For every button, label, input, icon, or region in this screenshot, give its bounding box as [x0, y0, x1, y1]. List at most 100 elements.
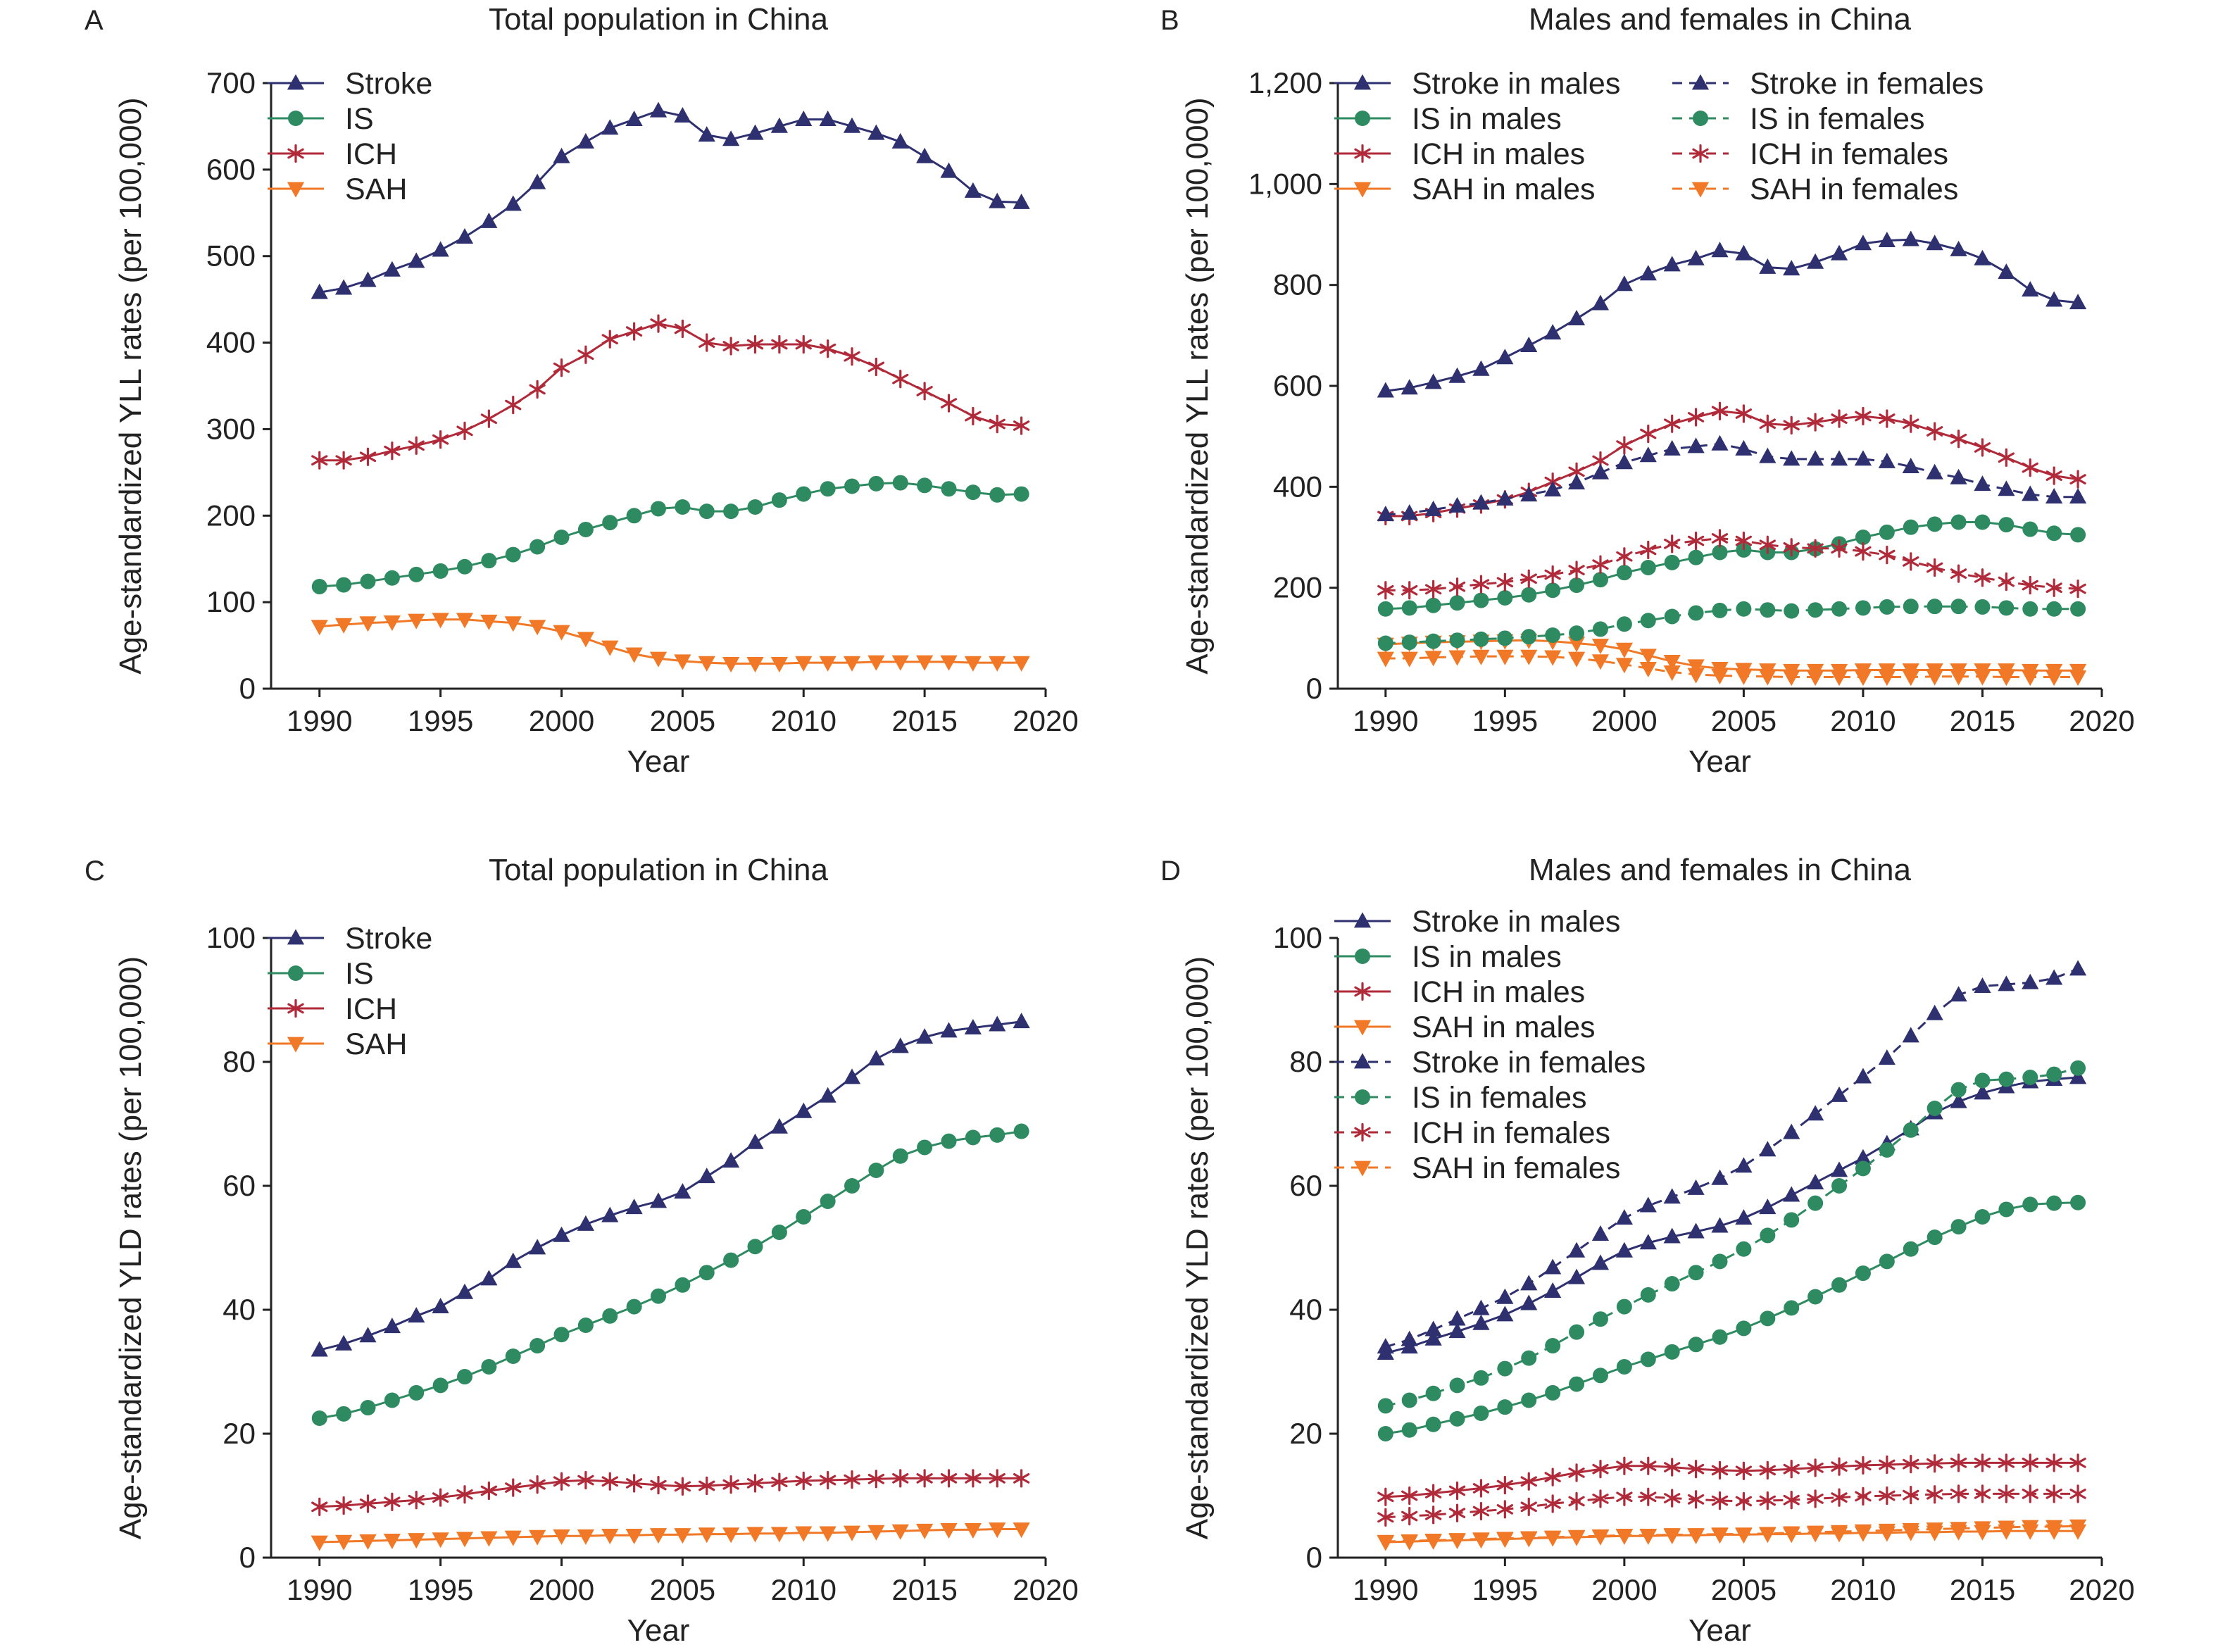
data-point — [1448, 1322, 1466, 1339]
data-point — [505, 546, 521, 563]
data-point — [481, 553, 497, 569]
data-point — [2069, 670, 2087, 687]
legend-entry-sah: SAH — [268, 173, 407, 206]
data-point — [1759, 1199, 1777, 1215]
x-tick-label: 2020 — [1013, 1573, 1078, 1606]
legend-label: SAH in females — [1412, 1151, 1620, 1185]
series-sah-in-females — [1377, 649, 2087, 687]
data-point — [1664, 414, 1681, 433]
data-point — [1831, 1277, 1848, 1293]
legend-swatch-marker — [287, 144, 304, 163]
data-point — [674, 1477, 691, 1496]
data-point — [1639, 1528, 1657, 1544]
x-tick-label: 2010 — [1830, 1573, 1896, 1606]
data-point — [1425, 633, 1441, 649]
data-point — [1688, 605, 1704, 621]
data-point — [1401, 379, 1418, 395]
data-point — [1567, 1241, 1586, 1258]
data-point — [1013, 1123, 1029, 1139]
data-point — [867, 655, 885, 671]
data-point — [1903, 1454, 1919, 1474]
data-point — [770, 1527, 788, 1543]
data-point — [1854, 1149, 1872, 1165]
data-point — [2022, 485, 2039, 501]
legend-entry-is-in-females: IS in females — [1672, 102, 1925, 136]
data-point — [625, 1474, 643, 1493]
data-point — [1377, 506, 1394, 522]
y-tick-label: 0 — [1306, 1541, 1322, 1574]
data-point — [1496, 1306, 1514, 1322]
data-point — [2045, 969, 2063, 985]
data-point — [1591, 1529, 1610, 1545]
data-point — [1950, 1092, 1967, 1108]
data-point — [504, 195, 522, 211]
data-point — [1567, 310, 1586, 326]
data-point — [746, 1527, 764, 1543]
y-tick-label: 20 — [1289, 1417, 1322, 1450]
data-point — [1926, 463, 1943, 480]
legend-label: IS in males — [1412, 102, 1562, 136]
data-point — [1879, 1455, 1896, 1475]
data-point — [1448, 577, 1466, 596]
legend-entry-is-in-females: IS in females — [1334, 1081, 1587, 1115]
data-point — [480, 1270, 498, 1286]
data-point — [1401, 1486, 1418, 1506]
data-point — [1497, 1360, 1513, 1377]
data-point — [1520, 1472, 1537, 1491]
data-point — [965, 1130, 981, 1146]
data-point — [1974, 1484, 1991, 1503]
data-point — [1735, 531, 1753, 551]
data-point — [1377, 635, 1393, 651]
x-tick-label: 1995 — [1472, 1573, 1538, 1606]
data-point — [2022, 575, 2038, 595]
data-point — [1401, 600, 1417, 616]
data-point — [1712, 1329, 1728, 1345]
data-point — [1759, 535, 1776, 554]
data-point — [1401, 1330, 1418, 1346]
data-point — [1569, 625, 1585, 642]
x-tick-label: 2015 — [891, 704, 957, 737]
legend-entry-stroke: Stroke — [268, 67, 432, 101]
data-point — [1448, 1503, 1466, 1522]
data-point — [1807, 1489, 1824, 1508]
legend-label: SAH in males — [1412, 1010, 1595, 1044]
x-axis-title: Year — [627, 744, 690, 779]
data-point — [311, 451, 328, 470]
chart-panel-d: D Males and females in China 0 20 40 60 80 100 1… — [1160, 853, 2135, 1648]
data-point — [1401, 651, 1418, 668]
data-point — [1807, 670, 1824, 687]
y-tick-label: 1,000 — [1248, 167, 1322, 200]
data-point — [1472, 1314, 1490, 1330]
data-point — [1830, 670, 1848, 687]
data-point — [722, 130, 740, 146]
data-point — [432, 1532, 449, 1548]
data-point — [1545, 1338, 1561, 1354]
data-point — [1496, 1500, 1513, 1519]
data-point — [1854, 1068, 1872, 1084]
panel-title: Males and females in China — [1529, 853, 1911, 887]
data-point — [916, 147, 934, 163]
data-point — [408, 1491, 425, 1510]
data-point — [1759, 1527, 1777, 1543]
data-point — [867, 357, 885, 377]
data-point — [2045, 291, 2063, 307]
data-point — [2045, 1520, 2063, 1536]
data-point — [1974, 670, 1991, 686]
data-point — [335, 618, 353, 634]
data-point — [359, 1534, 377, 1550]
data-point — [529, 173, 546, 189]
data-point — [383, 261, 401, 277]
data-point — [1830, 1161, 1848, 1177]
data-point — [1401, 581, 1418, 600]
data-point — [770, 657, 788, 673]
x-tick-label: 1995 — [408, 704, 473, 737]
data-point — [1449, 1410, 1465, 1427]
data-point — [1735, 1527, 1753, 1544]
y-tick-label: 1,200 — [1248, 66, 1322, 99]
y-tick-label: 40 — [1289, 1293, 1322, 1326]
data-point — [1664, 534, 1681, 553]
data-point — [1013, 656, 1030, 672]
data-point — [746, 1474, 764, 1493]
